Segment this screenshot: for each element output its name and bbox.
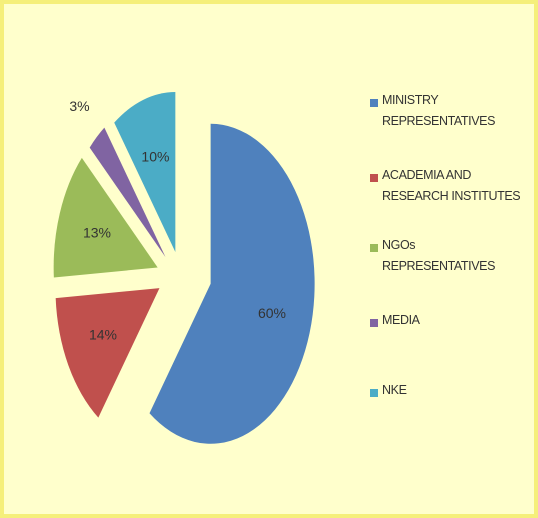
- pie-slice: [55, 288, 160, 418]
- legend-item: NGOs REPRESENTATIVES: [370, 238, 522, 277]
- slice-label: 3%: [69, 98, 89, 114]
- slice-label: 60%: [258, 305, 286, 321]
- slice-label: 13%: [83, 225, 111, 241]
- legend-label: ACADEMIA AND RESEARCH INSTITUTES: [382, 168, 521, 203]
- legend-swatch: [370, 244, 378, 252]
- legend-label: NKE: [382, 383, 407, 397]
- pie-chart: 60% 14% 13% 3% 10%: [53, 92, 315, 444]
- legend-item: NKE: [370, 383, 522, 401]
- pie-slice: [89, 127, 166, 258]
- slice-label: 10%: [141, 148, 169, 164]
- legend-item: ACADEMIA AND RESEARCH INSTITUTES: [370, 168, 522, 207]
- pie-slice: [53, 157, 158, 278]
- legend-label: MEDIA: [382, 313, 420, 327]
- legend-swatch: [370, 99, 378, 107]
- legend-item: MINISTRY REPRESENTATIVES: [370, 93, 522, 132]
- legend-swatch: [370, 319, 378, 327]
- legend-swatch: [370, 389, 378, 397]
- legend-label: MINISTRY REPRESENTATIVES: [382, 93, 496, 128]
- legend-label: NGOs REPRESENTATIVES: [382, 238, 496, 273]
- legend-swatch: [370, 174, 378, 182]
- slice-label: 14%: [89, 327, 117, 343]
- pie-slice: [149, 123, 315, 444]
- pie-slice: [114, 92, 176, 253]
- legend-item: MEDIA: [370, 313, 522, 331]
